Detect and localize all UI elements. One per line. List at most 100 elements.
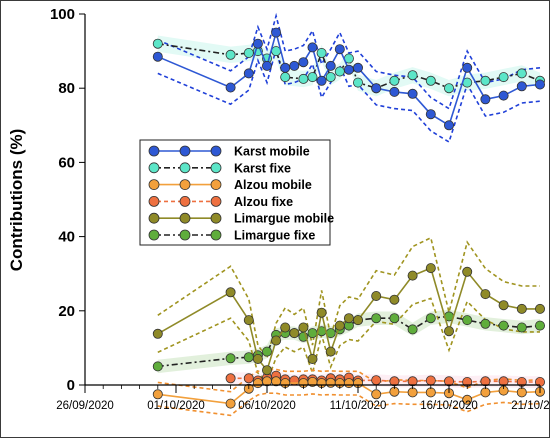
- limargue-mobile-point: [298, 322, 309, 333]
- karst-fixe-point: [443, 83, 454, 94]
- karst-fixe-point: [425, 75, 436, 86]
- x-tick-label: 01/10/2020: [147, 400, 205, 412]
- karst-mobile-point: [480, 94, 491, 105]
- limargue-mobile-point: [325, 346, 336, 357]
- legend-marker: [179, 179, 191, 191]
- limargue-fixe-point: [307, 328, 318, 339]
- legend-marker: [179, 212, 191, 224]
- legend-label: Alzou fixe: [234, 195, 293, 209]
- limargue-mobile-point: [498, 300, 509, 311]
- limargue-mobile-point: [371, 290, 382, 301]
- karst-mobile-point: [280, 62, 291, 73]
- limargue-mobile-point: [343, 313, 354, 324]
- alzou-fixe-point: [425, 375, 436, 386]
- limargue-fixe-point: [462, 315, 473, 326]
- alzou-mobile-point: [343, 378, 354, 389]
- legend-marker: [148, 212, 160, 224]
- alzou-mobile-envelope-lower: [157, 392, 541, 417]
- karst-fixe-point: [307, 72, 318, 83]
- legend-marker: [179, 145, 191, 157]
- legend-label: Limargue mobile: [234, 212, 334, 226]
- legend-label: Karst fixe: [234, 161, 291, 175]
- limargue-mobile-point: [316, 307, 327, 318]
- legend-item-alzou-mobile: Alzou mobile: [148, 178, 312, 192]
- karst-fixe-point: [280, 72, 291, 83]
- karst-fixe-point: [298, 73, 309, 84]
- limargue-mobile-point: [243, 315, 254, 326]
- x-tick-label: 11/10/2020: [330, 400, 387, 412]
- alzou-mobile-point: [407, 387, 418, 398]
- limargue-mobile-point: [261, 365, 272, 376]
- x-tick-label: 21/10/2020: [511, 400, 550, 412]
- karst-mobile-point: [425, 109, 436, 120]
- karst-mobile-point: [407, 88, 418, 99]
- limargue-mobile-point: [225, 287, 236, 298]
- karst-fixe-point: [325, 72, 336, 83]
- legend-marker: [148, 162, 160, 174]
- limargue-mobile-point: [289, 328, 300, 339]
- y-tick-label: 40: [58, 229, 75, 246]
- alzou-mobile-point: [152, 389, 163, 400]
- alzou-mobile-point: [325, 377, 336, 388]
- legend-label: Limargue fixe: [234, 229, 315, 243]
- karst-mobile-point: [516, 81, 527, 92]
- alzou-mobile-point: [252, 378, 263, 389]
- limargue-mobile-point: [407, 270, 418, 281]
- legend-marker: [210, 179, 222, 191]
- x-tick-label: 06/10/2020: [238, 400, 296, 412]
- limargue-mobile-envelope-upper: [157, 236, 540, 361]
- limargue-mobile-point: [271, 335, 282, 346]
- alzou-fixe-point: [225, 373, 236, 384]
- limargue-mobile-envelope-lower: [157, 297, 540, 384]
- alzou-mobile-point: [425, 387, 436, 398]
- limargue-mobile-point: [280, 322, 291, 333]
- karst-fixe-point: [352, 77, 363, 88]
- alzou-mobile-point: [480, 387, 491, 398]
- karst-mobile-point: [307, 42, 318, 53]
- karst-mobile-point: [371, 83, 382, 94]
- limargue-fixe-point: [535, 320, 546, 331]
- limargue-fixe-point: [516, 322, 527, 333]
- karst-mobile-point: [498, 90, 509, 101]
- limargue-mobile-point: [252, 353, 263, 364]
- legend-marker: [179, 229, 191, 241]
- alzou-mobile-point: [371, 389, 382, 400]
- karst-fixe-point: [152, 38, 163, 49]
- limargue-fixe-point: [480, 318, 491, 329]
- legend-label: Karst mobile: [234, 145, 310, 159]
- legend-label: Alzou mobile: [234, 178, 312, 192]
- legend-marker: [148, 195, 160, 207]
- y-tick-label: 0: [67, 377, 75, 394]
- karst-mobile-point: [152, 51, 163, 62]
- legend-marker: [179, 195, 191, 207]
- karst-fixe-point: [316, 48, 327, 59]
- karst-mobile-point: [334, 44, 345, 55]
- legend: Karst mobile Karst fixe Alzou mobile Alzou …: [139, 139, 334, 246]
- alzou-fixe-point: [371, 375, 382, 386]
- limargue-mobile-point: [307, 353, 318, 364]
- karst-mobile-point: [389, 86, 400, 97]
- karst-mobile-point: [271, 27, 282, 38]
- karst-mobile-point: [343, 64, 354, 75]
- legend-marker: [148, 179, 160, 191]
- limargue-fixe-point: [498, 320, 509, 331]
- legend-marker: [210, 195, 222, 207]
- karst-mobile-point: [462, 62, 473, 73]
- alzou-mobile-point: [462, 394, 473, 405]
- y-tick-label: 60: [58, 154, 75, 171]
- legend-item-limargue-fixe: Limargue fixe: [148, 229, 315, 243]
- limargue-mobile-point: [352, 315, 363, 326]
- alzou-fixe-point: [243, 373, 254, 384]
- x-tick-label: 26/09/2020: [56, 400, 114, 412]
- limargue-mobile-point: [516, 303, 527, 314]
- limargue-mobile-point: [462, 266, 473, 277]
- karst-mobile-point: [325, 60, 336, 71]
- series-layer: [152, 27, 546, 409]
- limargue-mobile-point: [152, 328, 163, 339]
- karst-fixe-point: [480, 75, 491, 86]
- legend-box: [139, 139, 331, 246]
- alzou-mobile-point: [225, 398, 236, 409]
- limargue-fixe-point: [389, 313, 400, 324]
- legend-marker: [210, 162, 222, 174]
